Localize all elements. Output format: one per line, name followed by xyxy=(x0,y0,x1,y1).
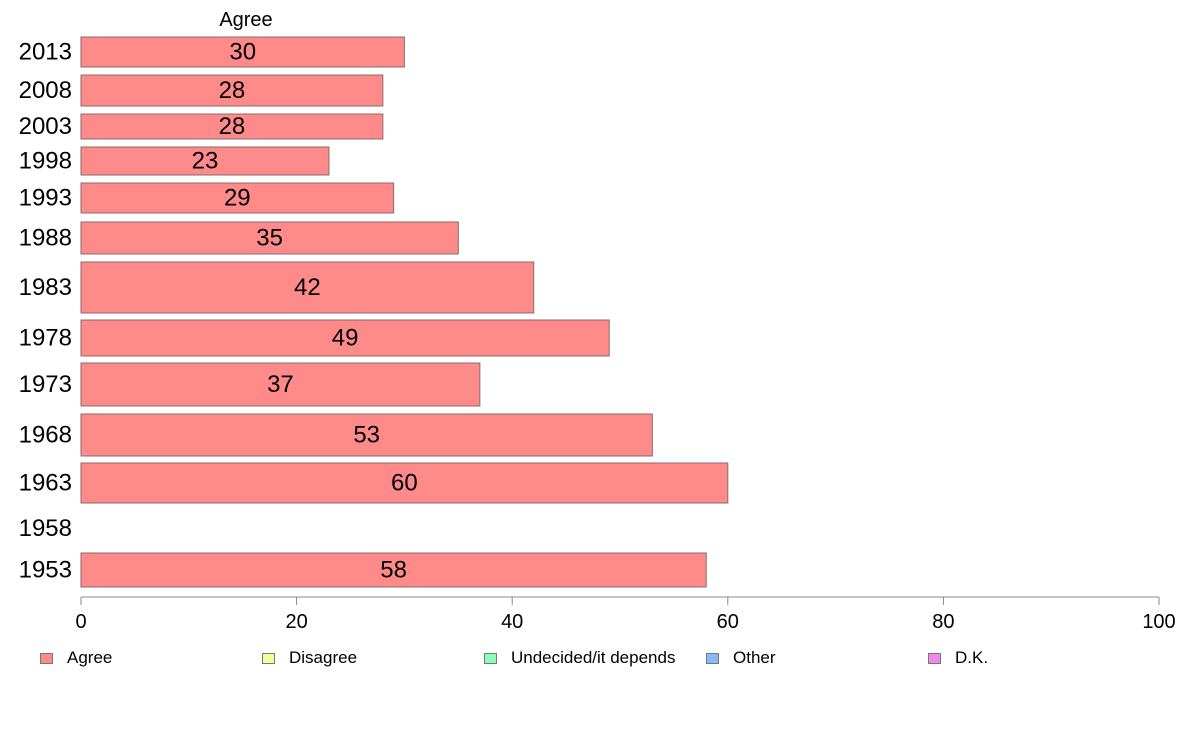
data-label-1978: 49 xyxy=(332,325,359,352)
data-label-2003: 28 xyxy=(219,113,246,140)
legend-label-disagree: Disagree xyxy=(289,648,358,667)
x-axis: 0 20 40 60 80 100 xyxy=(75,596,1176,633)
bar-2008 xyxy=(80,74,384,107)
data-label-2008: 28 xyxy=(219,77,246,104)
bar-1993 xyxy=(80,182,395,214)
legend-swatch-undecided xyxy=(484,652,497,664)
y-tick-label-1978: 1978 xyxy=(19,325,72,352)
legend-label-undecided: Undecided/it depends xyxy=(511,648,676,667)
y-tick-label-1998: 1998 xyxy=(19,148,72,175)
legend-swatch-disagree xyxy=(262,652,275,664)
x-tick-label-0: 0 xyxy=(75,611,86,633)
x-tick-label-100: 100 xyxy=(1142,611,1175,633)
bar-1953 xyxy=(80,552,707,588)
bar-2013 xyxy=(80,36,405,68)
data-label-1963: 60 xyxy=(391,470,418,497)
bar-2003 xyxy=(80,113,384,140)
x-tick-label-20: 20 xyxy=(285,611,307,633)
bar-1978 xyxy=(80,319,610,357)
bar-1988 xyxy=(80,221,459,255)
data-label-1993: 29 xyxy=(224,185,251,212)
legend-item-undecided: Undecided/it depends xyxy=(484,648,675,668)
legend-swatch-other xyxy=(706,652,719,664)
legend: Agree Disagree Undecided/it depends Othe… xyxy=(0,648,1188,676)
bar-1963 xyxy=(80,462,729,504)
data-label-1968: 53 xyxy=(353,422,380,449)
legend-item-dk: D.K. xyxy=(928,648,988,668)
y-tick-label-2008: 2008 xyxy=(19,77,72,104)
x-tick-label-40: 40 xyxy=(501,611,523,633)
legend-swatch-agree xyxy=(40,652,53,664)
y-tick-label-1963: 1963 xyxy=(19,470,72,497)
bar-1968 xyxy=(80,413,653,457)
y-tick-label-1953: 1953 xyxy=(19,557,72,584)
data-label-1983: 42 xyxy=(294,274,321,301)
y-tick-label-1993: 1993 xyxy=(19,185,72,212)
legend-label-dk: D.K. xyxy=(955,648,989,667)
y-tick-label-1958: 1958 xyxy=(19,515,72,542)
y-tick-label-2003: 2003 xyxy=(19,113,72,140)
data-label-2013: 30 xyxy=(229,39,256,66)
y-tick-label-1973: 1973 xyxy=(19,371,72,398)
data-label-1998: 23 xyxy=(192,148,219,175)
legend-swatch-dk xyxy=(928,652,941,664)
y-tick-label-1988: 1988 xyxy=(19,225,72,252)
legend-item-other: Other xyxy=(706,648,776,668)
legend-item-disagree: Disagree xyxy=(262,648,357,668)
y-tick-label-2013: 2013 xyxy=(19,39,72,66)
bar-1998 xyxy=(80,146,330,176)
x-tick-label-60: 60 xyxy=(717,611,739,633)
series-title: Agree xyxy=(219,9,272,31)
bar-1983 xyxy=(80,261,535,314)
data-label-1953: 58 xyxy=(380,557,407,584)
y-tick-label-1983: 1983 xyxy=(19,274,72,301)
y-tick-label-1968: 1968 xyxy=(19,422,72,449)
x-tick-label-80: 80 xyxy=(932,611,954,633)
data-label-1988: 35 xyxy=(256,225,283,252)
data-label-1973: 37 xyxy=(267,371,294,398)
legend-item-agree: Agree xyxy=(40,648,112,668)
bar-1973 xyxy=(80,362,481,407)
y-axis: 2013 2008 2003 1998 1993 1988 1983 1978 1973 1968… xyxy=(19,39,72,584)
legend-label-other: Other xyxy=(733,648,776,667)
legend-label-agree: Agree xyxy=(67,648,113,667)
